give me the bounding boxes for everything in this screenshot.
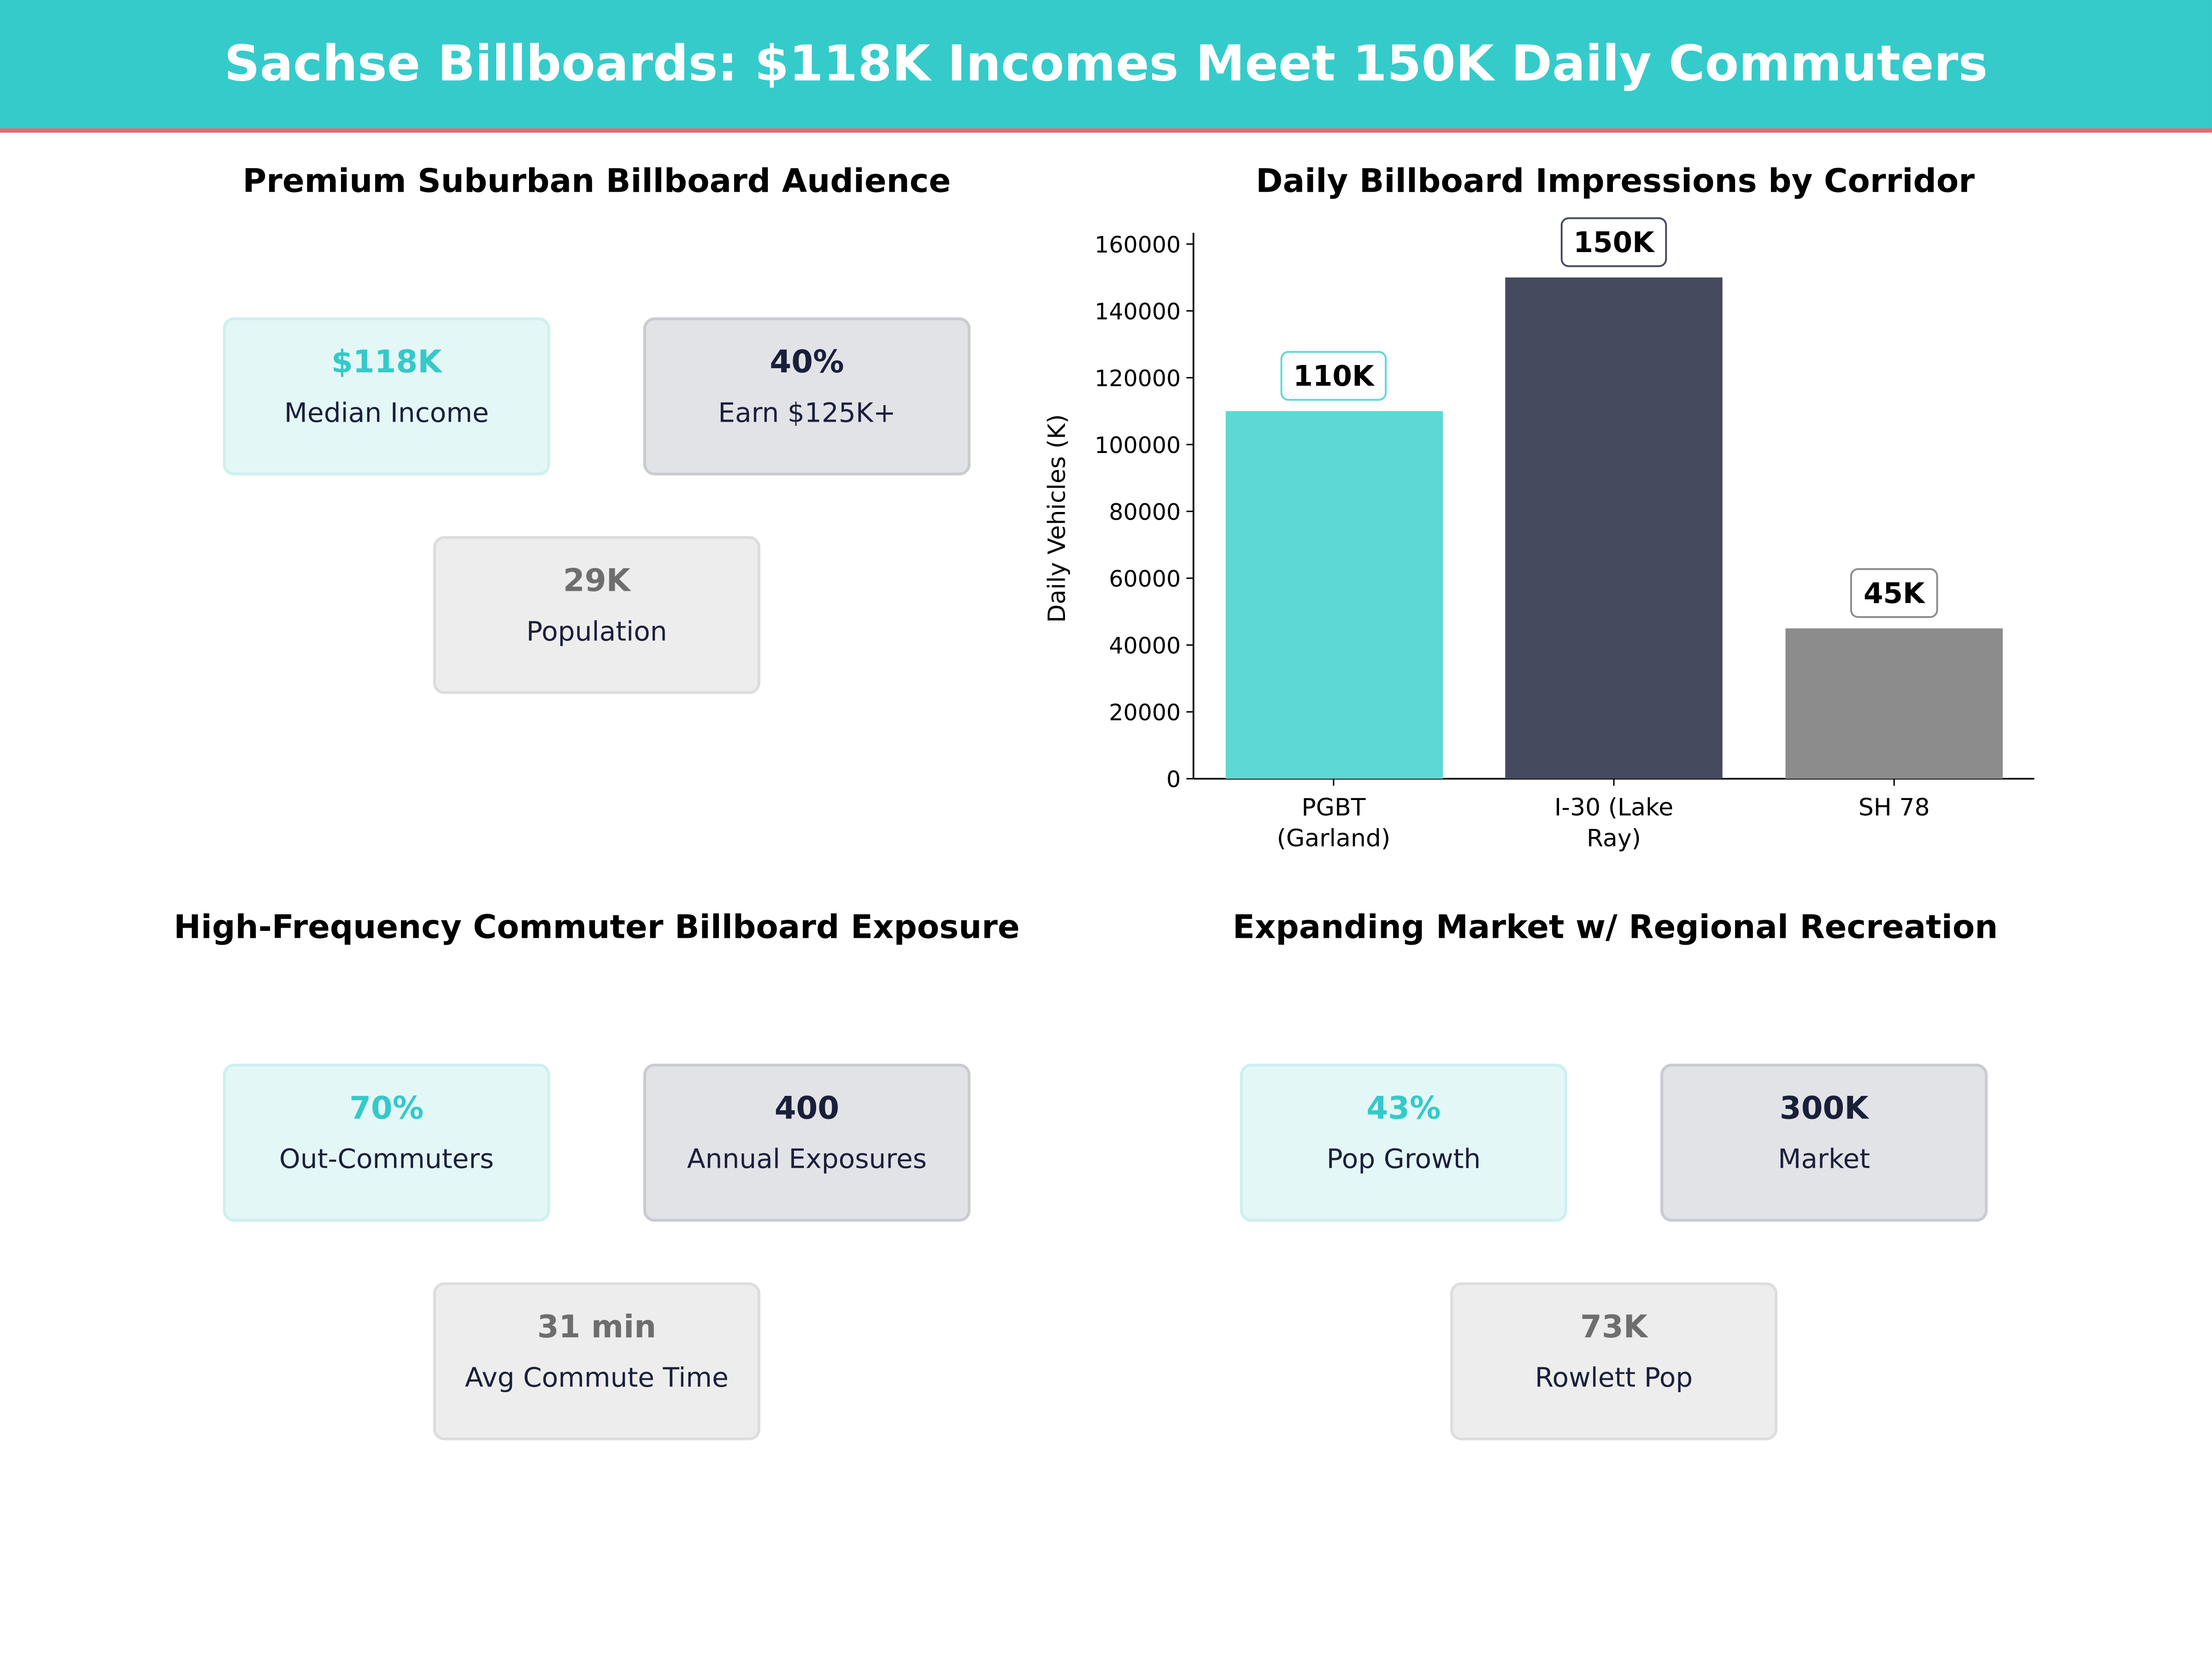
kpi-card-median-income: $118K Median Income <box>223 317 550 476</box>
x-tick-label: Ray) <box>1587 825 1641 853</box>
kpi-value: 70% <box>349 1092 424 1127</box>
y-tick-label: 0 <box>1166 766 1181 793</box>
kpi-label: Annual Exposures <box>687 1144 927 1175</box>
x-tick-label: SH 78 <box>1859 794 1930 821</box>
kpi-label: Out-Commuters <box>279 1144 494 1175</box>
y-tick-label: 40000 <box>1109 633 1181 659</box>
panel-title-market: Expanding Market w/ Regional Recreation <box>1232 910 1998 947</box>
kpi-card-out-commuters: 70% Out-Commuters <box>223 1064 550 1222</box>
kpi-card-pop-growth: 43% Pop Growth <box>1240 1064 1567 1222</box>
bar <box>1225 411 1443 779</box>
panel-title-commuter: High-Frequency Commuter Billboard Exposu… <box>174 910 1020 947</box>
kpi-card-annual-exposures: 400 Annual Exposures <box>643 1064 971 1222</box>
data-label-box <box>1560 217 1667 267</box>
kpi-value: 29K <box>563 564 630 600</box>
bar <box>1785 628 2003 779</box>
data-label: 110K <box>1293 360 1375 393</box>
kpi-card-rowlett-pop: 73K Rowlett Pop <box>1450 1282 1778 1441</box>
kpi-value: $118K <box>331 345 442 381</box>
data-label-box <box>1850 568 1938 618</box>
page-title: Sachse Billboards: $118K Incomes Meet 15… <box>224 36 1988 93</box>
kpi-value: 73K <box>1580 1310 1647 1346</box>
y-tick-label: 120000 <box>1094 365 1181 392</box>
kpi-value: 40% <box>770 345 844 381</box>
x-tick-label: PGBT <box>1301 794 1365 821</box>
kpi-label: Earn $125K+ <box>718 398 896 429</box>
kpi-value: 31 min <box>537 1310 657 1346</box>
kpi-value: 300K <box>1779 1092 1869 1127</box>
y-tick-label: 80000 <box>1109 499 1181 525</box>
kpi-card-market: 300K Market <box>1660 1064 1988 1222</box>
y-tick-label: 100000 <box>1094 432 1181 459</box>
kpi-card-commute-time: 31 min Avg Commute Time <box>433 1282 760 1441</box>
kpi-label: Median Income <box>284 398 489 429</box>
panel-title-audience: Premium Suburban Billboard Audience <box>242 164 951 200</box>
y-axis-label: Daily Vehicles (K) <box>1043 414 1071 623</box>
kpi-card-earn-125k: 40% Earn $125K+ <box>643 317 971 476</box>
kpi-label: Population <box>526 616 667 648</box>
data-label: 45K <box>1864 577 1926 610</box>
kpi-value: 43% <box>1366 1092 1441 1127</box>
kpi-label: Pop Growth <box>1326 1144 1481 1175</box>
data-label-box <box>1280 351 1387 401</box>
y-tick-label: 160000 <box>1094 232 1181 258</box>
kpi-label: Avg Commute Time <box>465 1363 729 1394</box>
kpi-label: Market <box>1778 1144 1871 1175</box>
bar <box>1505 277 1723 779</box>
y-tick-label: 140000 <box>1094 299 1181 325</box>
y-tick-label: 20000 <box>1109 700 1181 726</box>
kpi-label: Rowlett Pop <box>1535 1363 1693 1394</box>
data-label: 150K <box>1573 226 1655 259</box>
y-tick-label: 60000 <box>1109 566 1181 592</box>
header-banner: Sachse Billboards: $118K Incomes Meet 15… <box>0 0 2212 133</box>
kpi-card-population: 29K Population <box>433 536 760 694</box>
chart-title: Daily Billboard Impressions by Corridor <box>1256 164 1975 200</box>
x-tick-label: I-30 (Lake <box>1554 794 1673 821</box>
kpi-value: 400 <box>774 1092 840 1127</box>
x-tick-label: (Garland) <box>1277 825 1391 853</box>
